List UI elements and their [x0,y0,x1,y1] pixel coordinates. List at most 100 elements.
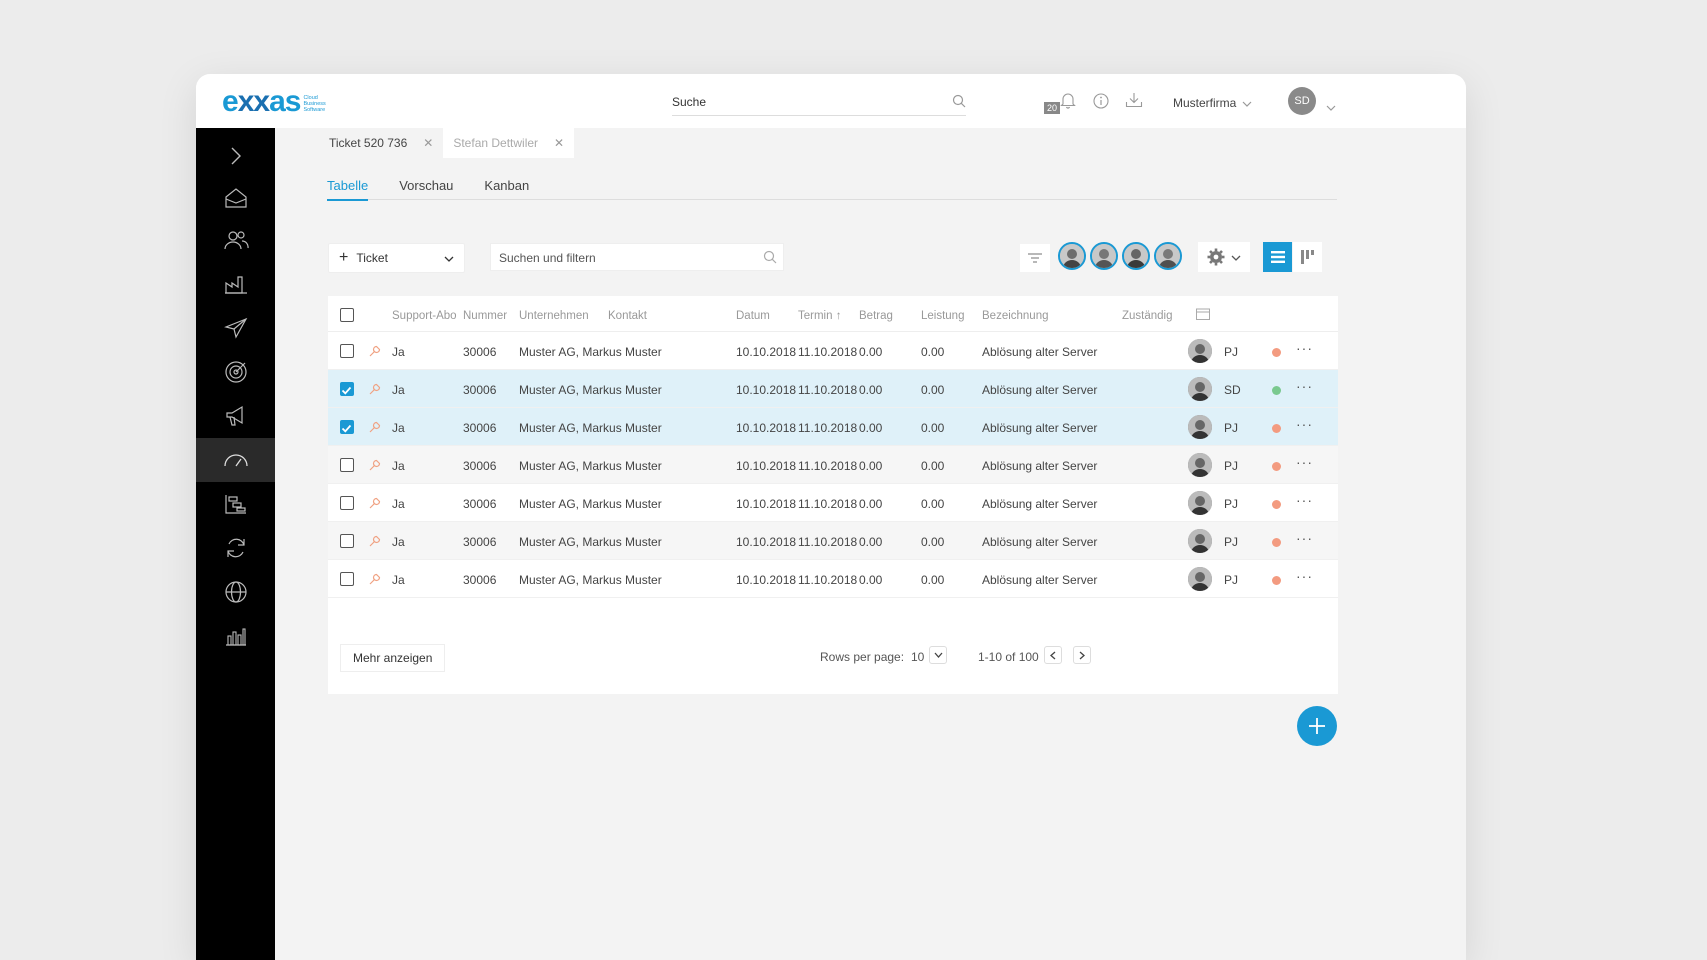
column-betrag[interactable]: Betrag [859,310,893,322]
sidebar-item-marketing[interactable] [196,394,275,438]
table-row[interactable]: Ja 30006 Muster AG, Markus Muster 10.10.201… [328,446,1338,484]
row-checkbox[interactable] [340,458,354,472]
column-support-abo[interactable]: Support-Abo [392,310,457,322]
column-zustaendig[interactable]: Zuständig [1122,310,1173,322]
more-options-icon[interactable]: ··· [1296,416,1313,432]
doc-tab-contact[interactable]: Stefan Dettwiler ✕ [443,128,575,158]
table-row[interactable]: Ja 30006 Muster AG, Markus Muster 10.10.201… [328,522,1338,560]
assignee-avatar[interactable] [1188,339,1212,363]
table-row[interactable]: Ja 30006 Muster AG, Markus Muster 10.10.201… [328,484,1338,522]
row-checkbox[interactable] [340,420,354,434]
table-row[interactable]: Ja 30006 Muster AG, Markus Muster 10.10.201… [328,332,1338,370]
wrench-icon[interactable] [368,344,382,363]
bell-icon[interactable] [1060,91,1076,114]
row-checkbox[interactable] [340,382,354,396]
row-checkbox[interactable] [340,344,354,358]
column-termin[interactable]: Termin ↑ [798,310,842,322]
more-options-icon[interactable]: ··· [1296,492,1313,508]
filter-button[interactable] [1020,244,1050,272]
tab-kanban[interactable]: Kanban [484,178,530,193]
assignee-avatar[interactable] [1188,453,1212,477]
assignee-avatar[interactable] [1188,415,1212,439]
next-page-button[interactable] [1073,646,1091,664]
nummer-cell: 30006 [463,535,497,549]
rows-per-page-dropdown[interactable] [929,646,947,664]
company-contact-cell[interactable]: Muster AG, Markus Muster [519,497,662,511]
column-kontakt[interactable]: Kontakt [608,310,647,322]
sidebar-item-goals[interactable] [196,350,275,394]
close-icon[interactable]: ✕ [554,136,565,150]
table-row[interactable]: Ja 30006 Muster AG, Markus Muster 10.10.201… [328,370,1338,408]
expand-sidebar-button[interactable] [196,134,275,178]
column-leistung[interactable]: Leistung [921,310,965,322]
sidebar-item-web[interactable] [196,570,275,614]
company-contact-cell[interactable]: Muster AG, Markus Muster [519,535,662,549]
prev-page-button[interactable] [1044,646,1062,664]
team-member-avatar[interactable] [1154,242,1182,270]
list-view-button[interactable] [1263,242,1292,272]
sidebar-item-send[interactable] [196,306,275,350]
document-tabs: Ticket 520 736 ✕ Stefan Dettwiler ✕ [319,128,575,158]
rows-per-page-value[interactable]: 10 [911,650,925,664]
table-row[interactable]: Ja 30006 Muster AG, Markus Muster 10.10.201… [328,560,1338,598]
show-more-button[interactable]: Mehr anzeigen [340,644,446,672]
row-checkbox[interactable] [340,534,354,548]
tab-tabelle[interactable]: Tabelle [327,178,369,201]
add-fab-button[interactable] [1297,706,1337,746]
wrench-icon[interactable] [368,382,382,401]
company-switcher[interactable]: Musterfirma [1173,96,1252,110]
download-icon[interactable] [1125,92,1143,113]
row-checkbox[interactable] [340,496,354,510]
column-nummer[interactable]: Nummer [463,310,508,322]
more-options-icon[interactable]: ··· [1296,340,1313,356]
close-icon[interactable]: ✕ [423,136,434,150]
assignee-avatar[interactable] [1188,529,1212,553]
sidebar-item-dashboard[interactable] [196,438,275,482]
sidebar-item-home[interactable] [196,176,275,220]
search-filter-input[interactable]: Suchen und filtern [490,243,784,271]
company-contact-cell[interactable]: Muster AG, Markus Muster [519,345,662,359]
more-options-icon[interactable]: ··· [1296,530,1313,546]
company-contact-cell[interactable]: Muster AG, Markus Muster [519,383,662,397]
wrench-icon[interactable] [368,534,382,553]
wrench-icon[interactable] [368,496,382,515]
assignee-avatar[interactable] [1188,377,1212,401]
team-member-avatar[interactable] [1122,242,1150,270]
chevron-down-icon[interactable] [1326,98,1336,116]
user-avatar[interactable]: SD [1288,87,1316,115]
team-member-avatar[interactable] [1090,242,1118,270]
column-datum[interactable]: Datum [736,310,770,322]
calendar-icon[interactable] [1196,308,1210,323]
global-search-input[interactable]: Suche [672,88,966,116]
sidebar-item-reports[interactable] [196,614,275,658]
new-ticket-button[interactable]: + Ticket [328,243,465,273]
sidebar-item-sync[interactable] [196,526,275,570]
doc-tab-ticket[interactable]: Ticket 520 736 ✕ [319,128,444,158]
info-icon[interactable] [1093,93,1109,114]
company-contact-cell[interactable]: Muster AG, Markus Muster [519,421,662,435]
tab-vorschau[interactable]: Vorschau [399,178,454,193]
sidebar-item-projects[interactable] [196,482,275,526]
brand-logo[interactable]: exxas Cloud Business Software [222,85,326,118]
wrench-icon[interactable] [368,458,382,477]
settings-button[interactable] [1198,242,1250,272]
team-member-avatar[interactable] [1058,242,1086,270]
wrench-icon[interactable] [368,420,382,439]
column-bezeichnung[interactable]: Bezeichnung [982,310,1049,322]
target-icon [224,361,247,383]
column-unternehmen[interactable]: Unternehmen [519,310,589,322]
assignee-avatar[interactable] [1188,491,1212,515]
row-checkbox[interactable] [340,572,354,586]
wrench-icon[interactable] [368,572,382,591]
assignee-avatar[interactable] [1188,567,1212,591]
more-options-icon[interactable]: ··· [1296,568,1313,584]
sidebar-item-companies[interactable] [196,262,275,306]
company-contact-cell[interactable]: Muster AG, Markus Muster [519,573,662,587]
table-row[interactable]: Ja 30006 Muster AG, Markus Muster 10.10.201… [328,408,1338,446]
company-contact-cell[interactable]: Muster AG, Markus Muster [519,459,662,473]
more-options-icon[interactable]: ··· [1296,378,1313,394]
sidebar-item-contacts[interactable] [196,218,275,262]
kanban-view-button[interactable] [1293,242,1322,272]
more-options-icon[interactable]: ··· [1296,454,1313,470]
select-all-checkbox[interactable] [340,308,354,322]
